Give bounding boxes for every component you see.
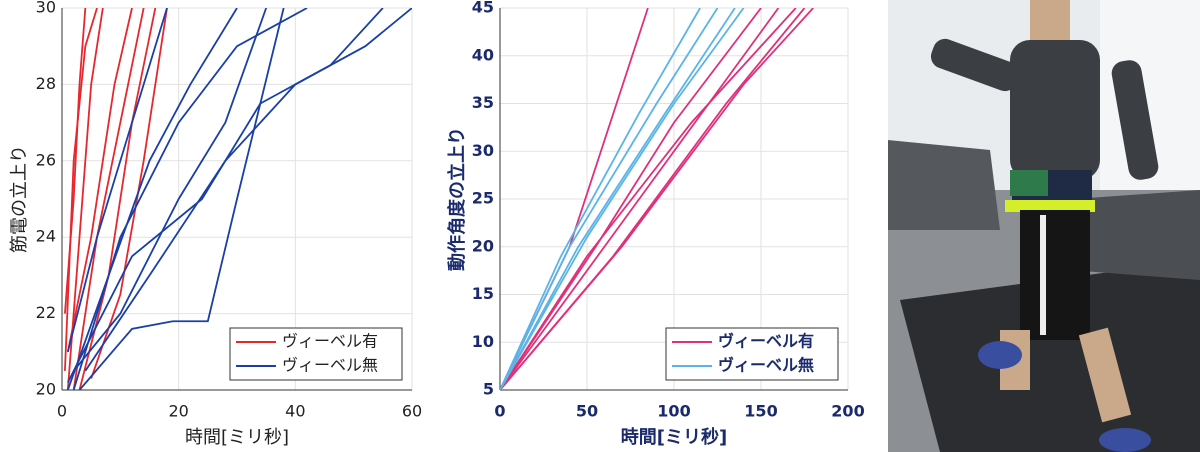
trial-line <box>78 8 285 390</box>
x-axis-label: 時間[ミリ秒] <box>621 426 727 448</box>
trial-line <box>500 8 736 390</box>
y-tick-label: 24 <box>36 227 56 246</box>
trial-line <box>67 8 384 383</box>
trial-line <box>84 8 412 372</box>
x-tick-label: 50 <box>576 402 598 421</box>
y-tick-label: 20 <box>36 380 56 399</box>
x-axis-label: 時間[ミリ秒] <box>185 427 289 448</box>
x-tick-label: 0 <box>57 402 67 421</box>
x-tick-label: 100 <box>657 402 690 421</box>
trial-line <box>66 8 133 352</box>
legend-label: ヴィーベル有 <box>282 332 378 351</box>
legend-label: ヴィーベル無 <box>282 356 378 375</box>
trial-line <box>72 8 268 372</box>
y-tick-label: 26 <box>36 150 56 169</box>
trial-line <box>66 8 238 390</box>
trial-line <box>500 8 701 390</box>
x-tick-label: 60 <box>402 402 422 421</box>
emg-chart: 0 20 40 60202224262830時間[ミリ秒]筋電の立上りヴィーベル有ヴィ… <box>9 0 422 448</box>
y-tick-label: 22 <box>36 303 56 322</box>
y-tick-label: 28 <box>36 74 56 93</box>
legend-box <box>229 327 403 381</box>
y-tick-label: 25 <box>472 189 494 208</box>
trial-line <box>66 8 168 353</box>
x-tick-label: 0 <box>494 402 505 421</box>
trial-line <box>500 8 797 390</box>
legend-label: ヴィーベル有 <box>718 332 814 351</box>
y-tick-label: 5 <box>483 380 494 399</box>
treadmill-photo <box>888 0 1200 452</box>
legend-box <box>665 327 839 381</box>
y-axis-label: 筋電の立上り <box>9 145 30 253</box>
trial-line <box>64 8 87 314</box>
trial-line <box>500 8 762 390</box>
trial-line <box>500 8 745 390</box>
y-tick-label: 40 <box>472 45 494 64</box>
y-tick-label: 35 <box>472 93 494 112</box>
y-tick-label: 30 <box>36 0 56 17</box>
lines <box>500 8 814 390</box>
x-tick-label: 40 <box>285 402 305 421</box>
trial-line <box>72 8 308 390</box>
x-tick-label: 20 <box>168 402 188 421</box>
lines <box>64 8 412 390</box>
trial-line <box>500 8 806 390</box>
trial-line <box>66 8 104 390</box>
trial-line <box>500 8 780 390</box>
x-tick-label: 150 <box>744 402 777 421</box>
y-tick-label: 30 <box>472 141 494 160</box>
angle-chart: 0 50 100 150 200 5 10 15 20 25 30 35 40 45 時間[ミリ秒] 動作角度… <box>446 0 865 448</box>
trial-line <box>90 8 168 379</box>
y-tick-label: 45 <box>472 0 494 17</box>
trial-line <box>72 8 145 390</box>
y-tick-label: 20 <box>472 236 494 255</box>
legend-label: ヴィーベル無 <box>718 356 814 375</box>
x-tick-label: 200 <box>831 402 864 421</box>
y-tick-label: 10 <box>472 332 494 351</box>
y-tick-label: 15 <box>472 284 494 303</box>
y-axis-label: 動作角度の立上り <box>446 127 468 271</box>
trial-line <box>500 8 719 390</box>
